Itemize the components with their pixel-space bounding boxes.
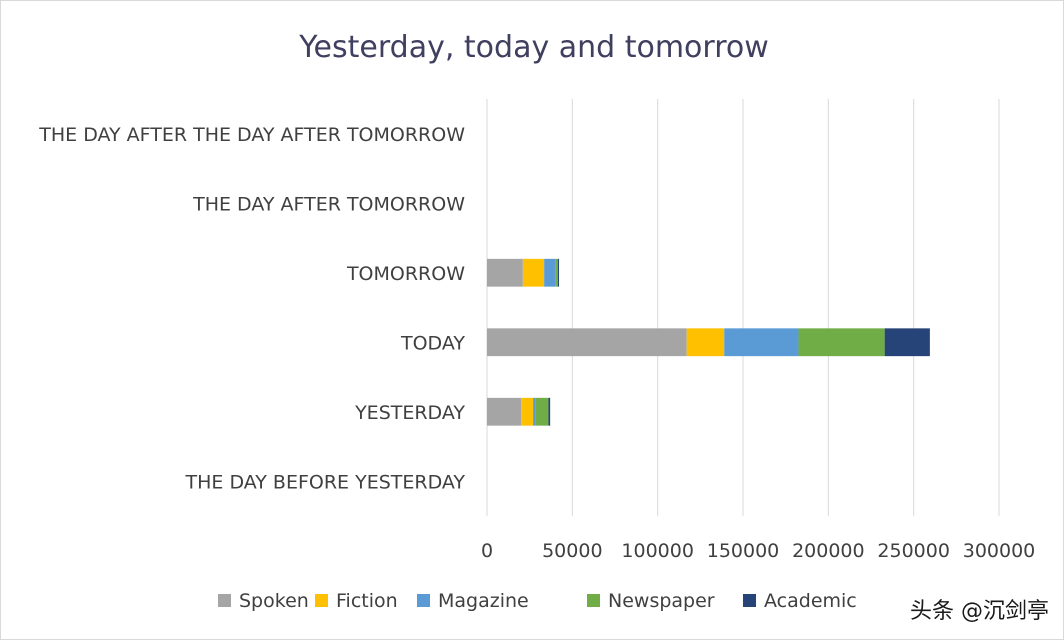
bar-segment	[487, 258, 523, 287]
x-tick-label: 200000	[792, 540, 865, 562]
legend-swatch	[315, 594, 328, 607]
x-tick-label: 150000	[707, 540, 780, 562]
legend: Spoken Fiction Magazine Newspaper Academic	[218, 590, 857, 612]
legend-swatch	[417, 594, 430, 607]
legend-label: Magazine	[438, 590, 529, 612]
bar-segment	[533, 397, 536, 426]
legend-swatch	[587, 594, 600, 607]
category-label: THE DAY BEFORE YESTERDAY	[185, 471, 466, 493]
category-label: YESTERDAY	[354, 402, 465, 424]
bar-segment	[535, 397, 549, 426]
legend-swatch	[743, 594, 756, 607]
category-label: THE DAY AFTER TOMORROW	[192, 193, 465, 215]
category-label: TOMORROW	[346, 263, 465, 285]
category-labels: THE DAY BEFORE YESTERDAY YESTERDAY TODAY TO…	[38, 124, 465, 494]
bar-segment	[522, 258, 545, 287]
bar-segment	[686, 328, 725, 357]
chart-title: Yesterday, today and tomorrow	[298, 30, 769, 65]
bars	[487, 258, 930, 426]
bar-segment	[548, 397, 551, 426]
watermark: 头条 @沉剑亭	[910, 599, 1049, 624]
bar-segment	[555, 258, 558, 287]
bar-segment	[884, 328, 930, 357]
legend-label: Newspaper	[608, 590, 715, 612]
x-tick-label: 300000	[963, 540, 1036, 562]
bar-segment	[557, 258, 560, 287]
category-label: THE DAY AFTER THE DAY AFTER TOMORROW	[38, 124, 465, 146]
bar-segment	[487, 397, 522, 426]
legend-label: Fiction	[336, 590, 398, 612]
bar-segment	[544, 258, 556, 287]
gridlines	[486, 99, 1000, 516]
x-tick-label: 250000	[877, 540, 950, 562]
x-tick-label: 50000	[542, 540, 602, 562]
bar-segment	[798, 328, 885, 357]
bar-segment	[487, 328, 687, 357]
category-label: TODAY	[400, 332, 465, 354]
x-tick-labels: 0 50000 100000 150000 200000 250000 300000	[481, 540, 1035, 562]
legend-label: Academic	[764, 590, 857, 612]
x-tick-label: 0	[481, 540, 493, 562]
x-tick-label: 100000	[621, 540, 694, 562]
legend-swatch	[218, 594, 231, 607]
legend-label: Spoken	[239, 590, 309, 612]
bar-segment	[724, 328, 799, 357]
bar-segment	[521, 397, 534, 426]
